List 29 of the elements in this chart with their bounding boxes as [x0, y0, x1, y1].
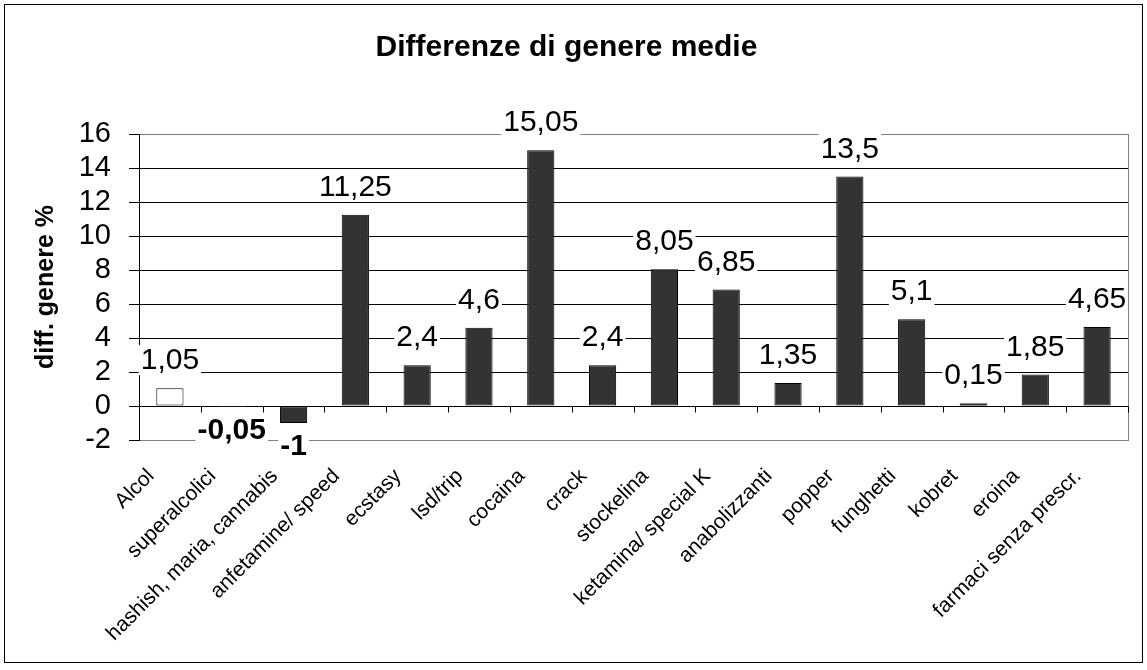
- data-label: 1,85: [1006, 328, 1065, 362]
- chart-title: Differenze di genere medie: [375, 29, 758, 63]
- data-label: 4,65: [1067, 280, 1127, 314]
- data-label: 11,25: [318, 168, 392, 202]
- y-tick-label: 8: [94, 252, 111, 284]
- data-label: 1,05: [140, 342, 200, 376]
- data-label: -1: [280, 428, 307, 461]
- y-tick-label: -2: [85, 422, 111, 454]
- data-label: -0,05: [197, 411, 266, 445]
- bar: [959, 403, 988, 406]
- y-tick-label: 2: [94, 354, 111, 386]
- y-axis-title: diff. genere %: [29, 205, 58, 369]
- data-label: 0,15: [944, 357, 1003, 391]
- y-tick-label: 6: [94, 286, 111, 318]
- y-tick-label: 10: [78, 218, 111, 250]
- data-label: 2,4: [396, 319, 439, 353]
- data-label: 4,6: [458, 281, 500, 315]
- y-tick-label: 0: [94, 388, 111, 420]
- data-label: 2,4: [581, 319, 624, 353]
- data-label: 8,05: [635, 223, 694, 257]
- y-tick-label: 12: [78, 184, 111, 216]
- y-tick-label: 16: [78, 116, 111, 148]
- data-label: 13,5: [820, 130, 880, 164]
- data-label: 6,85: [697, 243, 756, 277]
- y-tick-label: 4: [94, 320, 111, 352]
- data-label: 1,35: [758, 337, 818, 371]
- data-label: 5,1: [890, 273, 933, 307]
- data-label: 15,05: [503, 104, 579, 138]
- y-tick-label: 14: [78, 150, 111, 182]
